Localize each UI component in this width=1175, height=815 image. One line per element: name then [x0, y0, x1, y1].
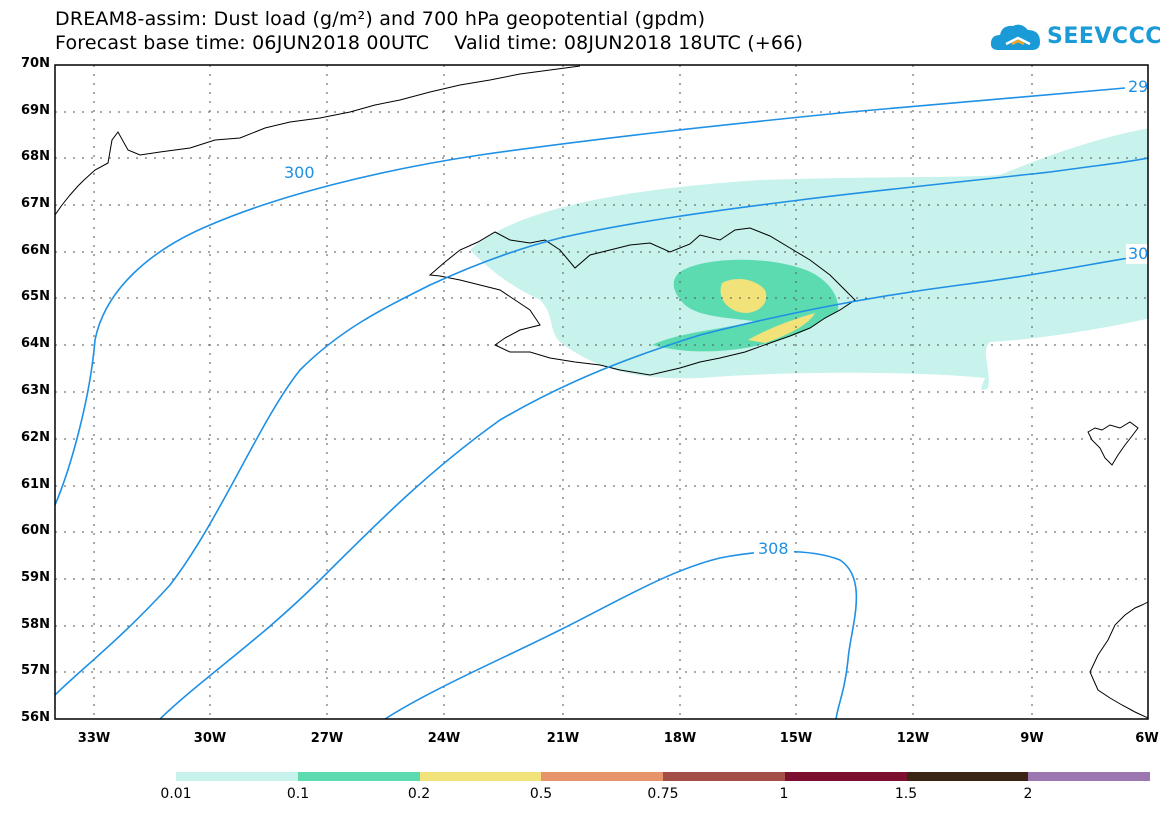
dust-region-0.1-south: [652, 310, 828, 352]
contour-label: 29: [1128, 77, 1149, 96]
lat-label: 60N: [21, 523, 50, 538]
legend-swatch: [1028, 772, 1150, 781]
lon-label: 27W: [310, 731, 344, 746]
legend-swatch: [419, 772, 542, 781]
legend-swatch: [176, 772, 298, 781]
lon-label: 12W: [896, 731, 930, 746]
graticule: [55, 65, 1148, 719]
faroe-islands: [1087, 421, 1139, 466]
map-title-line1: DREAM8-assim: Dust load (g/m²) and 700 h…: [55, 8, 706, 30]
lon-label: 9W: [1020, 731, 1044, 746]
contour-label: 300: [284, 163, 315, 182]
legend-label: 0.75: [647, 786, 679, 802]
logo-text: SEEVCCC: [1047, 24, 1162, 49]
lon-label: 6W: [1135, 731, 1159, 746]
scotland-coast: [1089, 601, 1148, 719]
lon-label: 18W: [663, 731, 697, 746]
lat-label: 64N: [21, 336, 50, 351]
lat-label: 57N: [21, 663, 50, 678]
map-title-line2: Forecast base time: 06JUN2018 00UTC Vali…: [55, 32, 804, 54]
lat-label: 67N: [21, 196, 50, 211]
lon-label: 15W: [779, 731, 813, 746]
legend-swatch: [784, 772, 907, 781]
lat-label: 62N: [21, 430, 50, 445]
contour-308: [384, 550, 858, 719]
lat-label: 61N: [21, 477, 50, 492]
contour-label-bgs: [282, 77, 1148, 559]
lat-label: 65N: [21, 289, 50, 304]
legend-swatch: [297, 772, 420, 781]
dust-region-0.01: [470, 128, 1148, 390]
lat-label: 68N: [21, 149, 50, 164]
legend-swatch: [541, 772, 663, 781]
contour-label: 308: [758, 539, 789, 558]
lon-label: 30W: [193, 731, 227, 746]
lat-label: 63N: [21, 383, 50, 398]
legend-swatch: [663, 772, 785, 781]
lat-label: 56N: [21, 710, 50, 725]
cloud-icon: [990, 24, 1040, 50]
dust-region-0.2-south: [748, 313, 815, 343]
coastlines: [55, 65, 1148, 719]
lat-label: 70N: [21, 56, 50, 71]
contour-304: [159, 254, 1148, 719]
lat-label: 69N: [21, 103, 50, 118]
legend-label: 2: [1023, 786, 1033, 802]
legend-label: 1.5: [894, 786, 918, 802]
lon-label: 24W: [427, 731, 461, 746]
legend-swatch: [906, 772, 1029, 781]
contour-292: [55, 87, 1126, 506]
greenland-coast: [55, 65, 581, 216]
dust-region-0.2: [720, 278, 767, 313]
color-legend: [176, 772, 1150, 781]
lon-label: 21W: [546, 731, 580, 746]
legend-label: 0.1: [286, 786, 310, 802]
lat-label: 59N: [21, 570, 50, 585]
legend-label: 0.01: [160, 786, 192, 802]
iceland-coast: [428, 227, 856, 376]
legend-label: 0.5: [529, 786, 553, 802]
lat-label: 58N: [21, 617, 50, 632]
legend-label: 1: [779, 786, 789, 802]
lat-label: 66N: [21, 243, 50, 258]
contour-300: [55, 157, 1148, 696]
lon-label: 33W: [77, 731, 111, 746]
map-frame: [54, 64, 1149, 720]
legend-label: 0.2: [407, 786, 431, 802]
geopotential-contours: [55, 87, 1148, 719]
contour-label: 30: [1128, 244, 1149, 263]
